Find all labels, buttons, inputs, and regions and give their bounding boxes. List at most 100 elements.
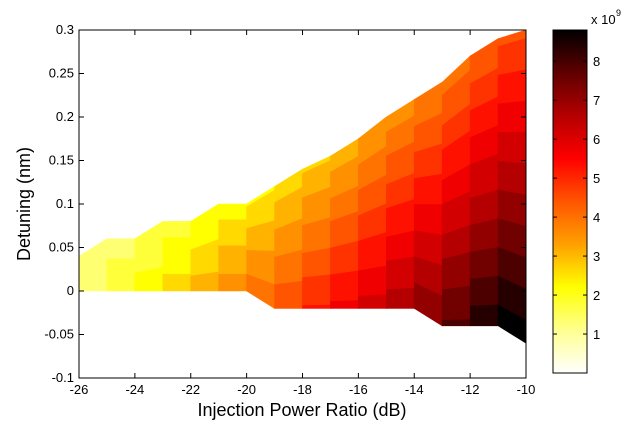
y-tick-label: -0.05 bbox=[44, 327, 74, 342]
y-tick-label: 0.2 bbox=[56, 109, 74, 124]
colorbar-tick-label: 1 bbox=[593, 327, 600, 342]
colorbar-scale-label: x 10 bbox=[591, 12, 616, 27]
contour-cell bbox=[497, 296, 526, 321]
contour-cell bbox=[218, 266, 247, 270]
colorbar-frame bbox=[552, 29, 588, 374]
contour-cell bbox=[497, 68, 526, 83]
contour-cell bbox=[218, 271, 247, 274]
x-tick-label: -18 bbox=[293, 382, 312, 397]
contour-cell bbox=[218, 240, 247, 244]
contour-cell bbox=[497, 37, 526, 54]
contour-cell bbox=[218, 258, 247, 261]
contour-cell bbox=[218, 205, 247, 209]
contour-cell bbox=[218, 273, 247, 277]
contour-cell bbox=[497, 138, 526, 148]
contour-cell bbox=[497, 196, 526, 211]
contour-cell bbox=[497, 167, 526, 180]
contour-cell bbox=[497, 115, 526, 126]
contour-cell bbox=[106, 238, 136, 241]
contour-cell bbox=[497, 203, 526, 219]
contour-cell bbox=[218, 236, 247, 240]
contour-cell bbox=[218, 277, 247, 281]
contour-cell bbox=[497, 303, 526, 328]
contour-cell bbox=[218, 260, 247, 264]
contour-cell bbox=[218, 262, 247, 266]
colorbar-tick-label: 5 bbox=[593, 171, 600, 186]
axis-ticks: -26 -24 -22 -20 -18 -16 -14 -12 -10 -0.1 -0.05 0 0.0… bbox=[44, 22, 535, 397]
x-tick-label: -10 bbox=[517, 382, 536, 397]
y-tick-label: 0.15 bbox=[49, 153, 74, 168]
contour-cell bbox=[218, 214, 247, 218]
contour-plot bbox=[79, 30, 526, 344]
colorbar-tick-label: 2 bbox=[593, 288, 600, 303]
contour-cell bbox=[497, 253, 526, 274]
contour-cell bbox=[469, 318, 499, 327]
colorbar-ticks: 1 2 3 4 5 6 7 8 bbox=[553, 54, 600, 342]
contour-cell bbox=[218, 242, 247, 246]
contour-cell bbox=[218, 264, 247, 268]
contour-cell bbox=[218, 221, 247, 224]
y-tick-label: 0.1 bbox=[56, 196, 74, 211]
colorbar-tick-label: 6 bbox=[593, 132, 600, 147]
contour-cell bbox=[218, 268, 247, 272]
contour-cell bbox=[497, 246, 526, 266]
colorbar-tick-label: 8 bbox=[593, 54, 600, 69]
colorbar-tick-label: 7 bbox=[593, 93, 600, 108]
contour-cell bbox=[246, 247, 275, 251]
contour-cell bbox=[218, 251, 247, 255]
contour-cell bbox=[218, 208, 247, 211]
y-tick-label: 0.3 bbox=[56, 22, 74, 37]
contour-cell bbox=[497, 30, 526, 47]
x-tick-label: -20 bbox=[237, 382, 256, 397]
contour-cell bbox=[497, 107, 526, 118]
x-tick-label: -22 bbox=[181, 382, 200, 397]
contour-cell bbox=[218, 203, 247, 207]
x-tick-label: -24 bbox=[125, 382, 144, 397]
contour-cell bbox=[497, 217, 526, 234]
contour-cell bbox=[497, 310, 526, 336]
contour-cell bbox=[386, 302, 415, 309]
colorbar-scale-exponent: 9 bbox=[616, 8, 621, 18]
y-tick-label: -0.1 bbox=[52, 370, 74, 385]
contour-cell bbox=[497, 318, 526, 344]
contour-cell bbox=[497, 123, 526, 133]
contour-cell bbox=[441, 318, 471, 327]
contour-cell bbox=[218, 245, 247, 248]
y-tick-label: 0.05 bbox=[49, 240, 74, 255]
contour-cell bbox=[218, 255, 247, 259]
contour-cell bbox=[413, 203, 443, 211]
x-axis-label: Injection Power Ratio (dB) bbox=[197, 400, 406, 420]
contour-cell bbox=[497, 160, 526, 172]
contour-cell bbox=[218, 229, 247, 233]
x-tick-label: -12 bbox=[461, 382, 480, 397]
contour-cell bbox=[497, 224, 526, 242]
contour-cell bbox=[497, 61, 526, 75]
contour-cell bbox=[497, 45, 526, 61]
colorbar-tick-label: 3 bbox=[593, 249, 600, 264]
contour-cell bbox=[218, 238, 247, 242]
contour-cell bbox=[497, 100, 526, 111]
contour-cell bbox=[497, 181, 526, 195]
contour-cell bbox=[497, 131, 526, 140]
contour-cell bbox=[497, 53, 526, 68]
x-tick-label: -16 bbox=[349, 382, 368, 397]
contour-cell bbox=[218, 225, 247, 229]
contour-cell bbox=[469, 311, 499, 320]
contour-cell bbox=[497, 275, 526, 297]
x-tick-label: -26 bbox=[70, 382, 89, 397]
contour-cell bbox=[218, 281, 247, 285]
x-tick-label: -14 bbox=[405, 382, 424, 397]
contour-cell bbox=[497, 289, 526, 313]
contour-cell bbox=[218, 212, 247, 216]
y-tick-label: 0 bbox=[67, 283, 74, 298]
contour-cell bbox=[218, 288, 247, 292]
contour-cell bbox=[218, 216, 247, 220]
contour-cell bbox=[162, 221, 192, 224]
contour-cell bbox=[497, 232, 526, 250]
colorbar bbox=[553, 30, 587, 373]
contour-cell bbox=[497, 189, 526, 203]
contour-cell bbox=[497, 76, 526, 90]
contour-cell bbox=[497, 210, 526, 227]
y-tick-label: 0.25 bbox=[49, 66, 74, 81]
y-axis-label: Detuning (nm) bbox=[14, 147, 34, 261]
